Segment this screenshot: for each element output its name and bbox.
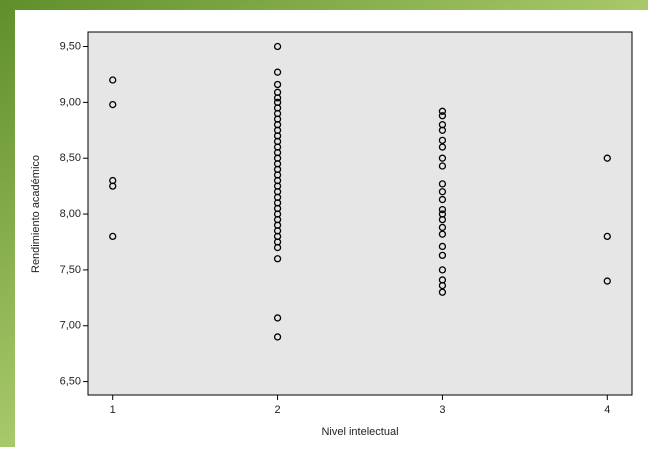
y-tick-label: 9,50 bbox=[60, 40, 81, 52]
point bbox=[109, 76, 117, 84]
point bbox=[438, 230, 447, 238]
point bbox=[273, 80, 282, 89]
point bbox=[438, 215, 447, 224]
point bbox=[438, 180, 447, 188]
point bbox=[438, 281, 447, 290]
x-tick-label: 2 bbox=[275, 404, 281, 416]
point bbox=[438, 188, 447, 196]
point bbox=[273, 255, 282, 263]
point bbox=[438, 242, 447, 251]
point bbox=[438, 195, 447, 204]
point bbox=[273, 68, 282, 76]
x-tick-label: 1 bbox=[110, 404, 116, 416]
point bbox=[273, 333, 282, 341]
point bbox=[438, 136, 447, 144]
y-tick-label: 9,00 bbox=[60, 96, 81, 108]
y-tick-label: 7,00 bbox=[60, 320, 81, 332]
point bbox=[603, 154, 611, 162]
point bbox=[438, 112, 447, 120]
point bbox=[109, 100, 117, 109]
point bbox=[273, 94, 282, 102]
point bbox=[438, 143, 447, 151]
plot-area bbox=[87, 31, 633, 396]
point bbox=[603, 232, 611, 241]
point bbox=[438, 288, 447, 296]
y-tick-label: 8,00 bbox=[60, 208, 81, 220]
point bbox=[109, 182, 117, 190]
point bbox=[438, 154, 447, 162]
point bbox=[438, 223, 447, 232]
point bbox=[273, 314, 282, 322]
point bbox=[438, 107, 447, 115]
y-tick-label: 7,50 bbox=[60, 264, 81, 276]
point bbox=[438, 266, 447, 274]
x-tick-label: 4 bbox=[604, 404, 610, 416]
point bbox=[438, 251, 447, 260]
point bbox=[438, 162, 447, 170]
y-tick-label: 6,50 bbox=[60, 376, 81, 388]
point bbox=[273, 42, 282, 51]
point bbox=[438, 205, 447, 214]
point bbox=[603, 277, 611, 285]
y-axis-label: Rendimiento académico bbox=[30, 155, 42, 273]
point bbox=[438, 126, 447, 134]
point bbox=[109, 232, 117, 241]
point bbox=[273, 243, 282, 252]
y-tick-label: 8,50 bbox=[60, 152, 81, 164]
x-tick-label: 3 bbox=[439, 404, 445, 416]
x-axis-label: Nivel intelectual bbox=[321, 426, 398, 438]
